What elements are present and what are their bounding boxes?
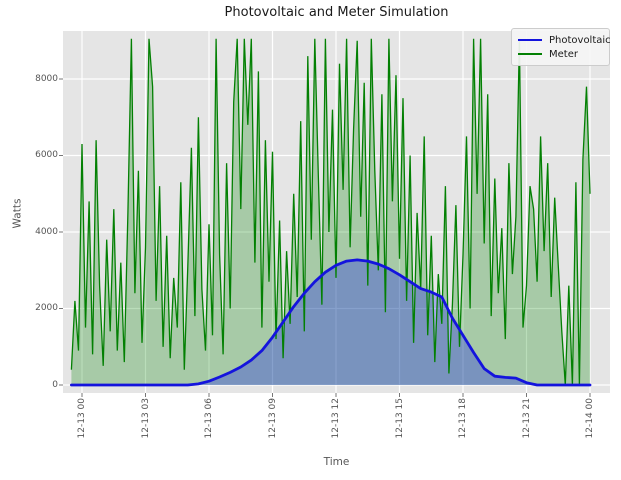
legend-item-meter: Meter [518,47,603,61]
x-tick-label: 12-13 03 [140,398,151,439]
legend-label: Meter [549,48,578,60]
legend-label: Photovoltaic [549,34,611,46]
x-tick-label: 12-13 15 [394,398,405,439]
y-tick-label: 0 [52,379,58,390]
x-axis-label: Time [323,456,350,468]
x-tick-label: 12-13 06 [204,398,214,439]
y-tick-label: 8000 [35,73,58,84]
meter-line-swatch-icon [518,53,542,55]
photovoltaic-line [70,258,592,387]
x-tick-label: 12-13 00 [77,398,87,439]
meter-area-fill [71,38,590,386]
legend-item-photovoltaic: Photovoltaic [518,33,611,47]
x-tick-label: 12-13 18 [458,398,468,439]
x-tick-label: 12-14 00 [585,398,595,439]
x-tick-label: 12-13 12 [331,398,341,439]
y-tick-label: 4000 [35,226,58,237]
photovoltaic-line-swatch-icon [518,39,542,41]
meter-line [70,38,591,386]
x-tick-label: 12-13 09 [267,398,278,439]
y-tick-label: 2000 [35,303,58,313]
photovoltaic-area-fill [71,259,590,385]
chart-title: Photovoltaic and Meter Simulation [224,5,449,20]
legend: Photovoltaic Meter [511,28,611,66]
y-tick-label: 6000 [35,150,58,160]
x-tick-label: 12-13 21 [521,398,532,439]
